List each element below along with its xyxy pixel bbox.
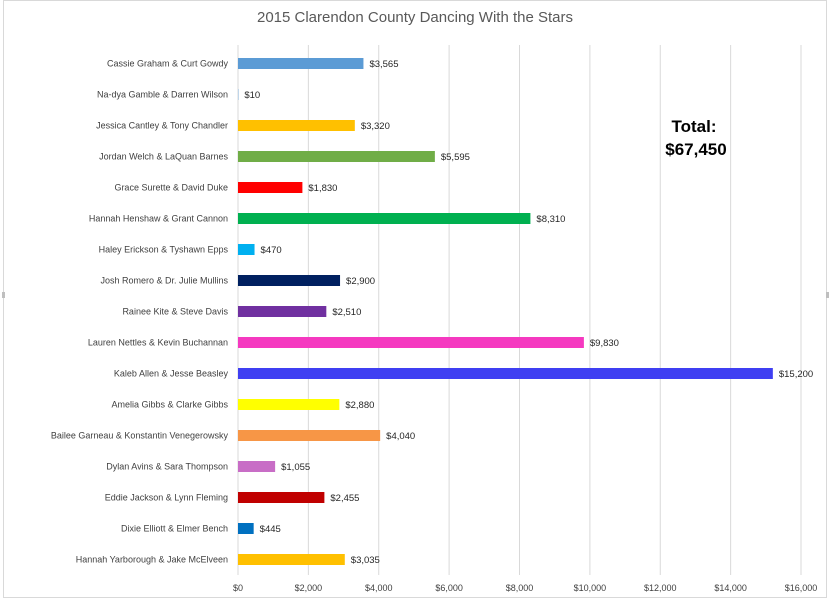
bar[interactable]	[238, 182, 303, 193]
category-label: Hannah Henshaw & Grant Cannon	[89, 214, 228, 224]
category-label: Rainee Kite & Steve Davis	[122, 307, 228, 317]
bar[interactable]	[238, 554, 345, 565]
data-label: $15,200	[779, 369, 813, 380]
x-tick-label: $12,000	[644, 583, 677, 593]
data-label: $2,455	[330, 493, 359, 504]
bar[interactable]	[238, 368, 773, 379]
gridlines	[237, 45, 802, 575]
category-label: Dixie Elliott & Elmer Bench	[121, 524, 228, 534]
bar[interactable]	[238, 58, 364, 69]
data-label: $1,830	[308, 183, 337, 194]
data-label: $5,595	[441, 152, 470, 163]
bar[interactable]	[238, 492, 325, 503]
chart-frame	[3, 0, 827, 598]
bar[interactable]	[238, 430, 381, 441]
data-label: $10	[244, 90, 260, 101]
data-label: $9,830	[590, 338, 619, 349]
bar[interactable]	[238, 399, 340, 410]
data-label: $1,055	[281, 462, 310, 473]
category-label: Lauren Nettles & Kevin Buchannan	[88, 338, 228, 348]
category-label: Bailee Garneau & Konstantin Venegerowsky	[51, 431, 229, 441]
data-label: $470	[261, 245, 282, 256]
category-label: Haley Erickson & Tyshawn Epps	[99, 245, 229, 255]
bar[interactable]	[238, 244, 255, 255]
bar[interactable]	[238, 306, 327, 317]
data-label: $8,310	[536, 214, 565, 225]
x-tick-label: $0	[233, 583, 243, 593]
bar[interactable]	[238, 461, 276, 472]
category-label: Amelia Gibbs & Clarke Gibbs	[111, 400, 228, 410]
bar[interactable]	[238, 151, 435, 162]
x-tick-label: $16,000	[785, 583, 818, 593]
data-label: $445	[260, 524, 281, 535]
x-tick-label: $10,000	[574, 583, 607, 593]
bar[interactable]	[238, 213, 531, 224]
x-tick-label: $2,000	[295, 583, 323, 593]
bars	[238, 58, 773, 565]
category-label: Jessica Cantley & Tony Chandler	[96, 121, 228, 131]
bar[interactable]	[238, 523, 254, 534]
bar[interactable]	[238, 337, 584, 348]
data-label: $4,040	[386, 431, 415, 442]
chart-title: 2015 Clarendon County Dancing With the S…	[257, 9, 573, 26]
x-tick-label: $14,000	[714, 583, 747, 593]
category-label: Cassie Graham & Curt Gowdy	[107, 59, 229, 69]
data-label: $2,900	[346, 276, 375, 287]
x-tick-label: $6,000	[435, 583, 463, 593]
total-value: $67,450	[665, 140, 726, 159]
x-axis-ticks: $0 $2,000 $4,000 $6,000 $8,000 $10,000 $12,000…	[233, 583, 817, 593]
bar[interactable]	[238, 120, 355, 131]
total-label: Total:	[671, 117, 716, 136]
data-label: $2,880	[345, 400, 374, 411]
category-label: Josh Romero & Dr. Julie Mullins	[100, 276, 228, 286]
data-label: $3,035	[351, 555, 380, 566]
category-label: Na-dya Gamble & Darren Wilson	[97, 90, 228, 100]
category-label: Grace Surette & David Duke	[114, 183, 228, 193]
category-label: Dylan Avins & Sara Thompson	[106, 462, 228, 472]
category-labels: Cassie Graham & Curt Gowdy Na-dya Gamble …	[51, 59, 229, 565]
bar[interactable]	[238, 275, 341, 286]
category-label: Eddie Jackson & Lynn Fleming	[105, 493, 228, 503]
data-label: $2,510	[332, 307, 361, 318]
x-tick-label: $4,000	[365, 583, 393, 593]
category-label: Jordan Welch & LaQuan Barnes	[99, 152, 228, 162]
data-label: $3,565	[369, 59, 398, 70]
data-label: $3,320	[361, 121, 390, 132]
category-label: Kaleb Allen & Jesse Beasley	[114, 369, 229, 379]
resize-handle-right[interactable]	[826, 292, 829, 298]
category-label: Hannah Yarborough & Jake McElveen	[76, 555, 228, 565]
data-labels: $3,565 $10 $3,320 $5,595 $1,830 $8,310 $470 $2,…	[244, 59, 813, 566]
resize-handle-left[interactable]	[2, 292, 5, 298]
x-tick-label: $8,000	[506, 583, 534, 593]
